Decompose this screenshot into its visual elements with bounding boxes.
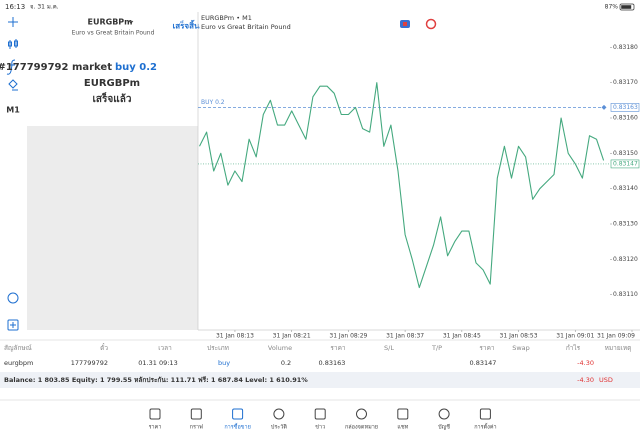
plus-icon[interactable] (10, 322, 16, 328)
nav-label[interactable]: แชท (397, 424, 408, 431)
nav-label[interactable]: ข่าว (315, 425, 325, 431)
message-action: buy 0.2 (115, 62, 157, 73)
account-summary: Balance: 1 803.85 Equity: 1 799.55 หลักป… (4, 376, 308, 384)
nav-icon[interactable] (438, 408, 450, 420)
cell-volume[interactable]: 0.2 (281, 359, 291, 367)
panel-symbol[interactable]: EURGBPm (88, 18, 133, 27)
y-tick-label: 0.83140 (613, 185, 638, 192)
search-icon[interactable] (7, 292, 19, 304)
y-tick-label: 0.83110 (613, 291, 638, 298)
currency: USD (599, 376, 613, 384)
chart-type-icon[interactable] (8, 39, 18, 49)
cell-type[interactable]: buy (218, 359, 230, 367)
y-tick-label: 0.83170 (613, 79, 638, 86)
x-tick-label: 31 Jan 08:13 (216, 333, 254, 340)
nav-icon[interactable] (232, 408, 244, 420)
crosshair-icon[interactable] (8, 17, 18, 27)
bid-price-label: 0.83147 (613, 160, 638, 167)
done-button[interactable]: เสร็จสิ้น (173, 20, 200, 31)
cell-price-open[interactable]: 0.83163 (319, 359, 346, 367)
indicator-icon[interactable] (6, 59, 16, 75)
nav-icon[interactable] (356, 408, 367, 420)
y-tick-label: 0.83120 (613, 256, 638, 263)
x-tick-label: 31 Jan 09:01 (556, 333, 594, 340)
x-tick-label: 31 Jan 08:37 (386, 333, 424, 340)
cell-symbol[interactable]: eurgbpm (4, 359, 33, 367)
x-tick-label: 31 Jan 09:09 (597, 333, 635, 340)
nav-icon[interactable] (190, 408, 202, 420)
status-battery: 87% (605, 4, 619, 11)
cell-ticket[interactable]: 177799792 (71, 359, 108, 367)
price-line (199, 82, 605, 289)
buy-line-label: BUY 0.2 (201, 99, 225, 106)
panel-empty-area (27, 126, 198, 330)
buy-price-tag (610, 103, 640, 112)
column-header[interactable]: Volume (268, 344, 292, 352)
y-tick-label: 0.83130 (613, 221, 638, 228)
nav-label[interactable]: ราคา (149, 425, 162, 431)
toolbar (6, 17, 19, 331)
nav-label[interactable]: บัญชี (438, 424, 450, 431)
battery-icon (619, 3, 635, 11)
y-tick-label: 0.83180 (613, 44, 638, 51)
nav-label[interactable]: การตั้งค่า (474, 423, 496, 431)
nav-icon[interactable] (479, 408, 491, 420)
nav-label[interactable]: กราฟ (190, 424, 203, 431)
trade-icon[interactable] (425, 18, 437, 30)
chart-title: EURGBPm • M1 (201, 14, 252, 22)
column-header[interactable]: ราคา (479, 344, 494, 352)
cell-profit[interactable]: -4.30 (577, 359, 594, 367)
x-tick-label: 31 Jan 08:29 (329, 333, 367, 340)
cell-time[interactable]: 01.31 09:13 (138, 359, 177, 367)
column-header[interactable]: สัญลักษณ์ (4, 344, 32, 352)
message-status: เสร็จแล้ว (93, 91, 132, 105)
column-header[interactable]: หมายเหตุ (605, 344, 632, 352)
nav-icon[interactable] (314, 408, 326, 420)
y-tick-label: 0.83160 (613, 115, 638, 122)
column-header[interactable]: ประเภท (207, 344, 229, 352)
column-header[interactable]: Swap (512, 344, 530, 352)
battery-level (621, 5, 632, 9)
bid-price-tag (610, 159, 640, 169)
column-header[interactable]: ตั๋ว (100, 343, 108, 352)
total-profit: -4.30 (577, 376, 594, 384)
buy-price-label: 0.83163 (613, 104, 638, 111)
nav-icon[interactable] (397, 408, 409, 420)
status-date: จ. 31 ม.ค. (30, 4, 59, 11)
new-order-icon[interactable] (7, 319, 19, 331)
dropdown-arrow (128, 20, 134, 24)
column-header[interactable]: S/L (384, 344, 394, 352)
nav-icon[interactable] (273, 408, 285, 420)
summary-bar (0, 372, 640, 388)
one-click-icon-inner (403, 22, 407, 26)
chart-area: 0.83110 0.83120 0.83130 0.83140 0.83150 0.831… (198, 44, 640, 340)
x-tick-label: 31 Jan 08:45 (443, 333, 481, 340)
message-symbol: EURGBPm (84, 78, 140, 89)
column-header[interactable]: T/P (431, 344, 442, 352)
status-time: 16:13 (5, 3, 25, 11)
message-ticket: #177799792 market (0, 62, 112, 73)
buy-marker[interactable] (601, 104, 607, 110)
order-panel (27, 12, 198, 126)
timeframe[interactable]: M1 (6, 106, 20, 115)
x-tick-label: 31 Jan 08:21 (273, 333, 311, 340)
nav-label[interactable]: ประวัติ (271, 424, 287, 431)
nav-icon[interactable] (149, 408, 161, 420)
cell-price-current[interactable]: 0.83147 (470, 359, 497, 367)
y-tick-label: 0.83150 (613, 150, 638, 157)
nav-label[interactable]: การซื้อขาย (224, 423, 250, 431)
objects-icon[interactable] (8, 79, 18, 91)
column-header[interactable]: เวลา (158, 344, 172, 352)
panel-description: Euro vs Great Britain Pound (72, 30, 155, 37)
positions-table: สัญลักษณ์ ตั๋ว เวลา ประเภท Volume ราคา S/L T/P ร… (4, 343, 631, 367)
column-header[interactable]: กำไร (566, 344, 581, 352)
column-header[interactable]: ราคา (330, 344, 345, 352)
x-tick-label: 31 Jan 08:53 (500, 333, 538, 340)
chart-subtitle: Euro vs Great Britain Pound (201, 23, 291, 31)
bottom-nav: ราคา กราฟ การซื้อขาย ประวัติ ข่าว กล่องจดหมาย… (149, 408, 497, 431)
nav-label[interactable]: กล่องจดหมาย (345, 425, 378, 431)
